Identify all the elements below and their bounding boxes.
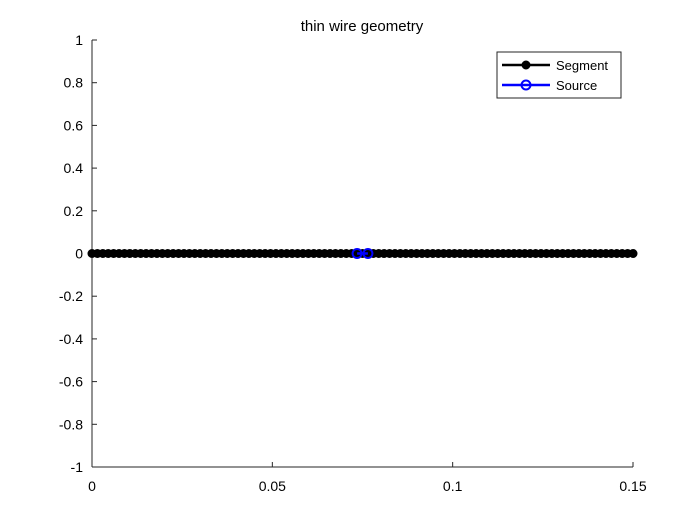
x-tick-label: 0 bbox=[88, 478, 96, 494]
y-tick-label: -0.4 bbox=[59, 331, 83, 347]
y-tick-label: 0.8 bbox=[64, 75, 84, 91]
y-axis-ticks: 1 0.8 0.6 0.4 0.2 0 -0.2 -0.4 -0.6 -0.8 -1 bbox=[59, 32, 97, 475]
y-tick-label: -0.2 bbox=[59, 288, 83, 304]
y-tick-label: 0.2 bbox=[64, 203, 84, 219]
plot-area bbox=[87, 248, 638, 259]
source-point bbox=[351, 248, 363, 259]
y-tick-label: -0.6 bbox=[59, 374, 83, 390]
y-tick-label: -0.8 bbox=[59, 416, 83, 432]
y-tick-label: 1 bbox=[75, 32, 83, 48]
legend: Segment Source bbox=[496, 51, 622, 99]
y-tick-label: 0 bbox=[75, 246, 83, 262]
y-tick-label: 0.4 bbox=[64, 160, 84, 176]
legend-source-marker bbox=[520, 79, 532, 91]
x-tick-label: 0.1 bbox=[443, 478, 463, 494]
chart-title: thin wire geometry bbox=[301, 18, 424, 35]
legend-source-label: Source bbox=[556, 78, 597, 93]
segment-point bbox=[628, 249, 638, 258]
legend-box bbox=[496, 51, 622, 99]
x-axis-ticks: 0 0.05 0.1 0.15 bbox=[88, 462, 647, 494]
legend-segment-label: Segment bbox=[556, 58, 608, 73]
source-point bbox=[362, 248, 374, 259]
x-tick-label: 0.05 bbox=[259, 478, 286, 494]
x-tick-label: 0.15 bbox=[619, 478, 646, 494]
y-tick-label: -1 bbox=[71, 459, 84, 475]
legend-segment-marker bbox=[521, 60, 531, 70]
y-tick-label: 0.6 bbox=[64, 117, 84, 133]
